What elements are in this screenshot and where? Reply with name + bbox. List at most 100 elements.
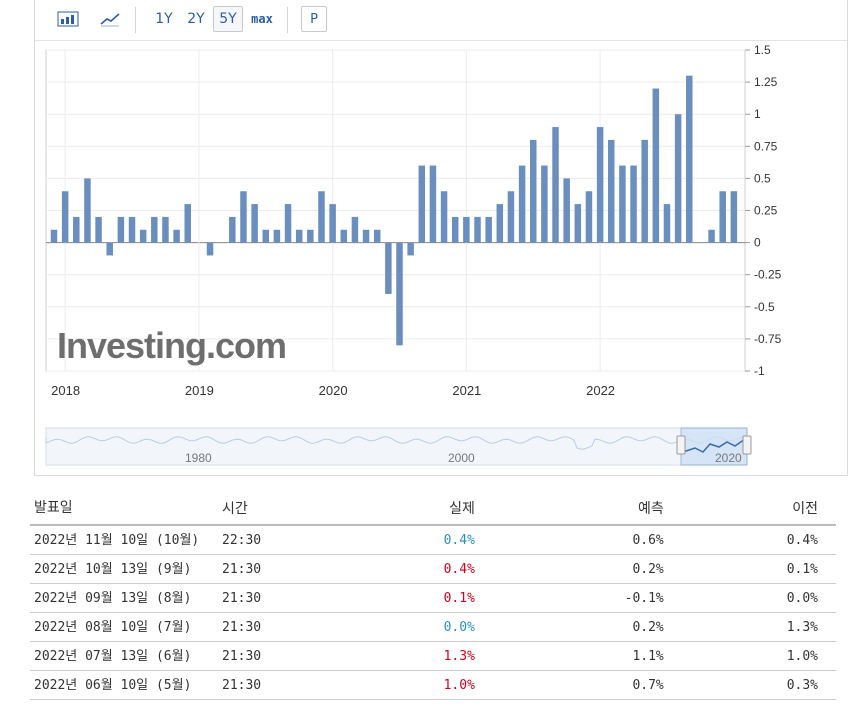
col-header-forecast[interactable]: 예측 bbox=[504, 492, 682, 526]
chart-bar bbox=[608, 139, 615, 243]
chart-bar bbox=[463, 216, 470, 243]
cell-time: 22:30 bbox=[218, 525, 316, 555]
chart-bar bbox=[117, 216, 125, 243]
y-tick-label: 0 bbox=[754, 236, 761, 250]
chart-bar bbox=[485, 216, 492, 243]
cell-actual: 1.0% bbox=[316, 670, 505, 700]
range-5y-button[interactable]: 5Y bbox=[213, 6, 243, 32]
chart-bar bbox=[318, 191, 325, 243]
navigator-line bbox=[45, 436, 746, 450]
y-tick-label: 1.5 bbox=[754, 43, 771, 57]
chart-bar bbox=[106, 242, 113, 256]
chart-bar bbox=[307, 229, 314, 243]
chart-widget: 1Y 2Y 5Y max P 1.5 1.25 1 0.75 0.5 0.25 0 -0.25… bbox=[34, 0, 848, 476]
chart-bar bbox=[674, 114, 682, 243]
bar-chart-icon[interactable] bbox=[53, 6, 83, 32]
chart-bar bbox=[151, 216, 158, 243]
chart-bar bbox=[262, 229, 270, 243]
chart-bar bbox=[496, 204, 504, 243]
p-button[interactable]: P bbox=[301, 6, 327, 32]
navigator-handle-left[interactable] bbox=[676, 435, 686, 455]
chart-bar bbox=[50, 229, 58, 243]
chart-bar bbox=[440, 191, 448, 243]
cell-actual: 0.0% bbox=[316, 612, 505, 642]
range-1y-button[interactable]: 1Y bbox=[155, 11, 173, 27]
cell-actual: 0.1% bbox=[316, 583, 505, 613]
chart-bar bbox=[61, 191, 69, 243]
chart-bar bbox=[663, 204, 671, 243]
y-tick-label: 1 bbox=[754, 107, 761, 121]
y-tick-label: -0.5 bbox=[754, 300, 775, 314]
chart-bar bbox=[362, 229, 370, 243]
col-header-actual[interactable]: 실제 bbox=[316, 492, 505, 526]
chart-bar bbox=[518, 165, 526, 243]
y-tick-label: 0.75 bbox=[754, 139, 778, 153]
chart-bar bbox=[385, 242, 392, 294]
cell-time: 21:30 bbox=[218, 641, 316, 671]
chart-toolbar: 1Y 2Y 5Y max P bbox=[35, 0, 847, 41]
chart-bar bbox=[641, 139, 648, 243]
cell-previous: 0.0% bbox=[681, 583, 836, 613]
chart-bar bbox=[574, 204, 582, 243]
col-header-time[interactable]: 시간 bbox=[218, 492, 316, 526]
chart-bar bbox=[418, 165, 426, 243]
bar-chart: 1.5 1.25 1 0.75 0.5 0.25 0 -0.25 -0.5 -0.75 -1 2018… bbox=[45, 43, 782, 466]
chart-bar bbox=[173, 229, 180, 243]
chart-bar bbox=[474, 216, 481, 243]
chart-bar bbox=[162, 216, 169, 243]
chart-bar bbox=[708, 229, 715, 243]
table-row: 2022년 07월 13일 (6월) 21:30 1.3% 1.1% 1.0% bbox=[30, 641, 836, 671]
y-tick-label: 1.25 bbox=[754, 75, 778, 89]
cell-forecast: -0.1% bbox=[504, 583, 682, 613]
cell-date: 2022년 06월 10일 (5월) bbox=[30, 670, 218, 700]
chart-bar bbox=[240, 191, 247, 243]
toolbar-divider bbox=[135, 7, 136, 33]
navigator-selection-line bbox=[682, 438, 746, 453]
table-row: 2022년 08월 10일 (7월) 21:30 0.0% 0.2% 1.3% bbox=[30, 612, 836, 642]
cell-previous: 1.0% bbox=[681, 641, 836, 671]
chart-bar bbox=[630, 165, 637, 243]
chart-bar bbox=[295, 229, 303, 243]
table-header-row: 발표일 시간 실제 예측 이전 bbox=[30, 492, 836, 526]
chart-bar bbox=[407, 242, 414, 256]
table-row: 2022년 10월 13일 (9월) 21:30 0.4% 0.2% 0.1% bbox=[30, 554, 836, 584]
chart-bar bbox=[329, 204, 336, 243]
col-header-date[interactable]: 발표일 bbox=[30, 492, 218, 526]
history-table: 발표일 시간 실제 예측 이전 2022년 11월 10일 (10월) 22:30… bbox=[30, 492, 836, 700]
chart-bar bbox=[373, 229, 381, 243]
chart-bar bbox=[84, 178, 91, 243]
cell-date: 2022년 07월 13일 (6월) bbox=[30, 641, 218, 671]
x-tick-label: 2019 bbox=[185, 383, 214, 398]
cell-date: 2022년 11월 10일 (10월) bbox=[30, 525, 218, 555]
y-tick-label: 0.25 bbox=[754, 204, 778, 218]
chart-bar bbox=[95, 216, 102, 243]
cell-actual: 0.4% bbox=[316, 525, 505, 555]
table-row: 2022년 09월 13일 (8월) 21:30 0.1% -0.1% 0.0% bbox=[30, 583, 836, 613]
navigator-label: 1980 bbox=[185, 451, 212, 465]
chart-bar bbox=[396, 242, 403, 346]
investing-watermark: Investing.com bbox=[57, 325, 286, 366]
navigator-handle-right[interactable] bbox=[742, 435, 752, 455]
chart-bar bbox=[451, 216, 459, 243]
table-row: 2022년 06월 10일 (5월) 21:30 1.0% 0.7% 0.3% bbox=[30, 670, 836, 700]
navigator-label: 2020 bbox=[715, 451, 742, 465]
chart-bar bbox=[652, 88, 660, 243]
chart-bar bbox=[596, 127, 604, 243]
y-tick-label: -1 bbox=[754, 364, 765, 378]
chart-bar bbox=[563, 178, 570, 243]
cell-forecast: 0.2% bbox=[504, 554, 682, 584]
cell-forecast: 0.6% bbox=[504, 525, 682, 555]
cell-actual: 1.3% bbox=[316, 641, 505, 671]
cell-previous: 0.4% bbox=[681, 525, 836, 555]
col-header-previous[interactable]: 이전 bbox=[681, 492, 836, 526]
chart-bar bbox=[139, 229, 147, 243]
range-2y-button[interactable]: 2Y bbox=[187, 11, 205, 27]
navigator-label: 2000 bbox=[448, 451, 475, 465]
chart-bar bbox=[229, 216, 236, 243]
line-chart-icon[interactable] bbox=[95, 6, 125, 32]
range-max-button[interactable]: max bbox=[251, 12, 273, 26]
toolbar-divider bbox=[287, 7, 288, 33]
navigator-selection[interactable] bbox=[680, 427, 748, 466]
cell-forecast: 0.2% bbox=[504, 612, 682, 642]
y-tick-label: -0.25 bbox=[754, 268, 782, 282]
